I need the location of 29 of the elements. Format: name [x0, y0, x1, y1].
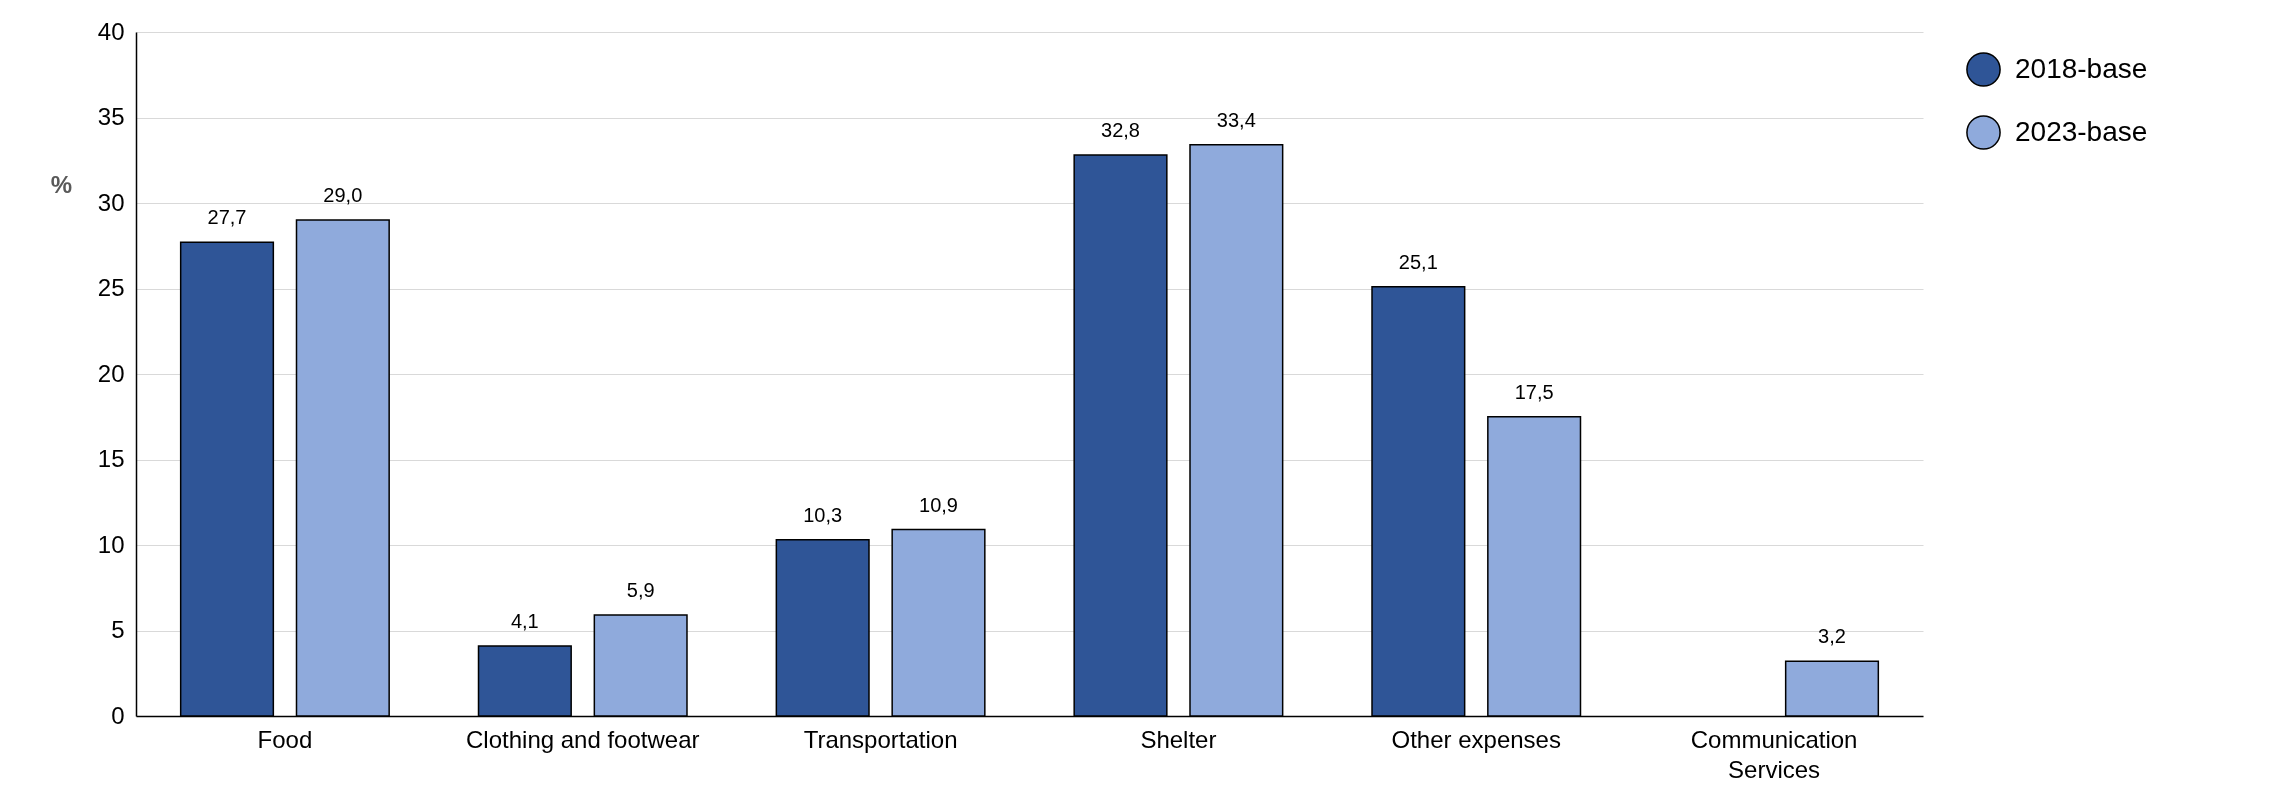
y-tick-label: 5 — [111, 616, 125, 643]
x-tick-label: Communication Services — [1690, 725, 1858, 783]
y-tick-label: 10 — [97, 530, 125, 558]
data-label: 3,2 — [1818, 625, 1846, 648]
legend-label: 2023-base — [2015, 115, 2148, 147]
x-tick-label: Clothing and footwear — [466, 725, 700, 753]
data-label: 29,0 — [323, 184, 363, 207]
data-label: 4,1 — [510, 609, 539, 632]
data-label: 33,4 — [1216, 108, 1256, 131]
y-tick-label: 0 — [111, 701, 125, 729]
y-tick-label: 20 — [97, 359, 125, 387]
x-tick-label: Transportation — [803, 725, 958, 753]
x-tick-label: Food — [257, 725, 313, 753]
x-tick-label: Shelter — [1140, 725, 1217, 753]
y-tick-label: 15 — [97, 445, 125, 472]
y-tick-label: 25 — [97, 274, 125, 301]
data-label: 10,3 — [803, 503, 843, 526]
data-label: 25,1 — [1398, 250, 1438, 273]
y-tick-label: 40 — [97, 17, 125, 45]
y-tick-label: 30 — [97, 188, 125, 216]
y-tick-label: 35 — [97, 103, 125, 130]
data-label: 5,9 — [626, 579, 655, 602]
x-tick-label: Other expenses — [1391, 725, 1561, 753]
data-label: 17,5 — [1514, 380, 1554, 403]
legend-label: 2018-base — [2015, 52, 2148, 84]
y-axis-title: % — [50, 170, 73, 198]
data-label: 27,7 — [207, 206, 247, 229]
data-label: 10,9 — [919, 493, 958, 516]
data-label: 32,8 — [1101, 119, 1140, 142]
